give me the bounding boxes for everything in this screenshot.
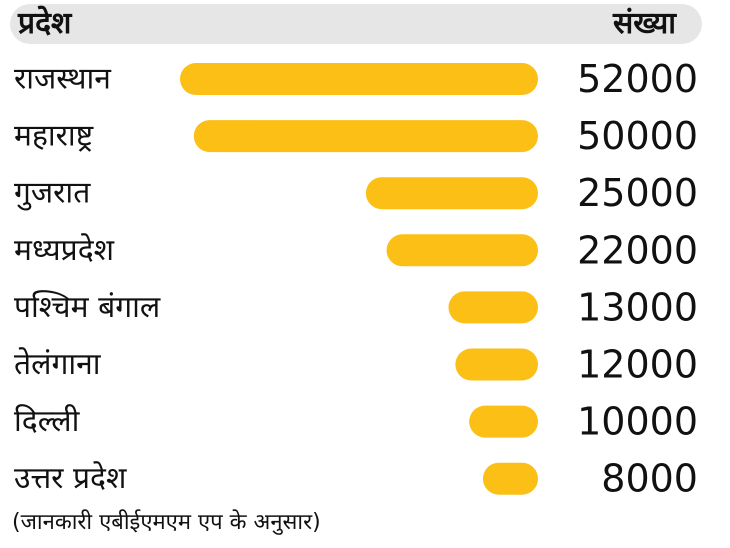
category-label: गुजरात [14, 176, 91, 212]
category-label: पश्चिम बंगाल [14, 290, 161, 325]
bar [193, 120, 538, 153]
category-label: राजस्थान [14, 62, 112, 97]
value-label: 22000 [577, 228, 698, 272]
category-label: उत्तर प्रदेश [14, 461, 127, 496]
value-label: 13000 [577, 285, 698, 329]
value-label: 10000 [577, 400, 698, 444]
column-header-state: प्रदेश [18, 6, 72, 41]
bar [180, 63, 538, 95]
bar [469, 405, 538, 438]
value-label: 25000 [577, 171, 698, 215]
bar [386, 234, 538, 267]
value-label: 50000 [577, 114, 698, 158]
source-note: (जानकारी एबीईएमएम एप के अनुसार) [12, 510, 321, 535]
bar-chart: राजस्थान 52000 महाराष्ट्र 50000 गुजरात 25000 म… [14, 57, 698, 500]
bar [448, 291, 538, 324]
category-label: तेलंगाना [14, 347, 102, 382]
category-label: दिल्ली [14, 404, 81, 439]
bar [455, 348, 538, 381]
table-header: प्रदेश संख्या [10, 4, 702, 44]
value-label: 8000 [601, 457, 698, 500]
value-label: 12000 [577, 343, 698, 387]
column-header-count: संख्या [613, 6, 676, 41]
bar [482, 462, 538, 495]
category-label: मध्यप्रदेश [14, 233, 115, 268]
value-label: 52000 [577, 57, 698, 101]
bar [365, 177, 538, 210]
category-label: महाराष्ट्र [14, 119, 94, 154]
